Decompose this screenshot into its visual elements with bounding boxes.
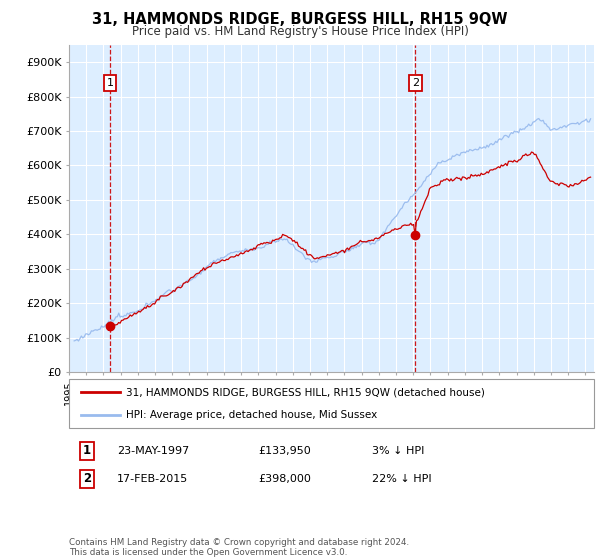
Text: Contains HM Land Registry data © Crown copyright and database right 2024.
This d: Contains HM Land Registry data © Crown c…: [69, 538, 409, 557]
Text: 31, HAMMONDS RIDGE, BURGESS HILL, RH15 9QW: 31, HAMMONDS RIDGE, BURGESS HILL, RH15 9…: [92, 12, 508, 27]
Text: £398,000: £398,000: [258, 474, 311, 484]
Text: HPI: Average price, detached house, Mid Sussex: HPI: Average price, detached house, Mid …: [126, 410, 377, 420]
Text: 3% ↓ HPI: 3% ↓ HPI: [372, 446, 424, 456]
Text: 1: 1: [83, 444, 91, 458]
Text: £133,950: £133,950: [258, 446, 311, 456]
Text: 17-FEB-2015: 17-FEB-2015: [117, 474, 188, 484]
Text: 31, HAMMONDS RIDGE, BURGESS HILL, RH15 9QW (detached house): 31, HAMMONDS RIDGE, BURGESS HILL, RH15 9…: [126, 388, 485, 398]
Text: 23-MAY-1997: 23-MAY-1997: [117, 446, 189, 456]
Text: Price paid vs. HM Land Registry's House Price Index (HPI): Price paid vs. HM Land Registry's House …: [131, 25, 469, 38]
Text: 1: 1: [106, 78, 113, 88]
Text: 2: 2: [83, 472, 91, 486]
Text: 2: 2: [412, 78, 419, 88]
Text: 22% ↓ HPI: 22% ↓ HPI: [372, 474, 431, 484]
